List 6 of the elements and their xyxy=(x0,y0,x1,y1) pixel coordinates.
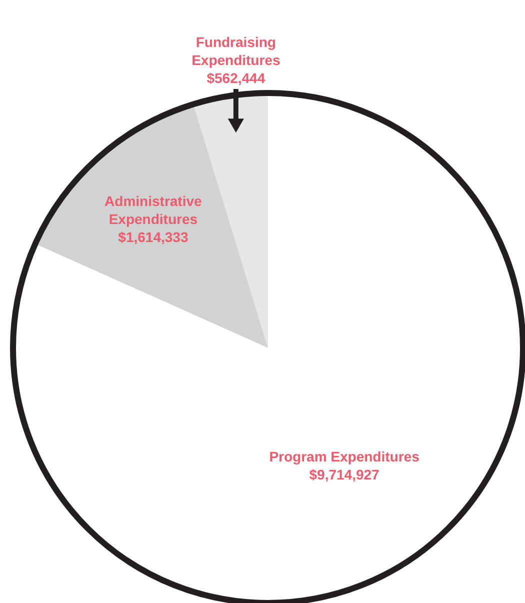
slice-label: Administrative Expenditures xyxy=(104,193,202,228)
slice-label: Fundraising Expenditures xyxy=(192,34,280,68)
data-label: $9,714,927 xyxy=(309,466,380,483)
data-label: $562,444 xyxy=(206,70,266,86)
data-label: $1,614,333 xyxy=(118,229,188,246)
slice-label: Program Expenditures xyxy=(269,448,420,465)
